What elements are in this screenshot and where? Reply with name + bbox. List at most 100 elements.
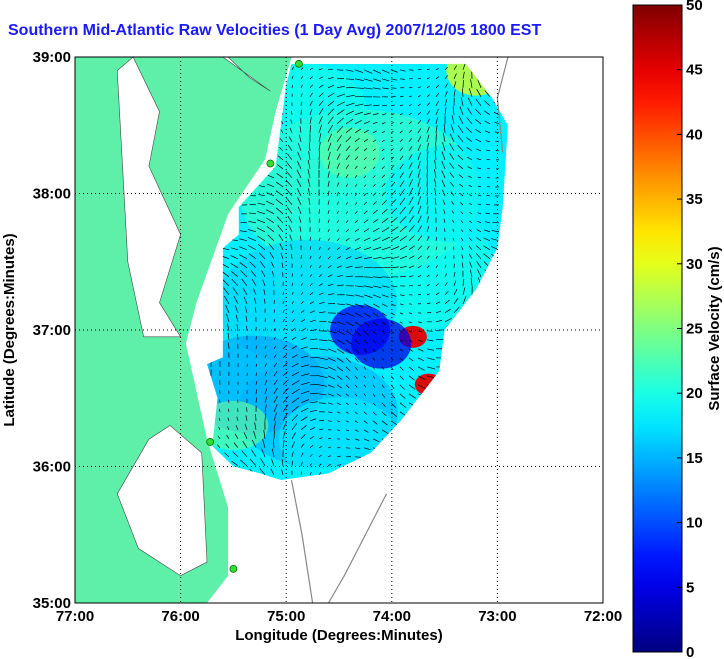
velocity-arrow <box>243 432 248 439</box>
velocity-arrow <box>372 375 375 379</box>
velocity-arrow <box>270 261 275 268</box>
radar-site-marker <box>206 438 215 446</box>
velocity-arrow <box>354 103 364 107</box>
velocity-arrow <box>234 305 239 313</box>
velocity-arrow <box>354 120 362 125</box>
velocity-arrow <box>300 373 310 377</box>
velocity-arrow <box>231 460 239 467</box>
velocity-arrow <box>417 77 422 80</box>
velocity-arrow <box>287 144 293 152</box>
velocity-arrow <box>381 148 385 152</box>
velocity-arrow <box>390 198 397 206</box>
velocity-arrow <box>287 215 293 224</box>
velocity-arrow <box>297 197 302 205</box>
velocity-arrow <box>372 227 380 233</box>
velocity-arrow <box>288 136 293 142</box>
velocity-arrow <box>308 142 311 151</box>
velocity-arrow <box>450 124 455 133</box>
velocity-arrow <box>363 276 373 278</box>
velocity-arrow <box>282 291 285 295</box>
velocity-arrow <box>345 102 355 107</box>
velocity-arrow <box>452 106 455 115</box>
velocity-arrow <box>230 247 239 251</box>
velocity-arrow <box>372 411 377 416</box>
velocity-arrow <box>363 330 369 336</box>
colorbar-tick-label: 15 <box>686 450 703 467</box>
velocity-arrow <box>300 355 309 359</box>
velocity-arrow <box>318 124 323 133</box>
velocity-arrow <box>372 78 382 82</box>
velocity-arrow <box>336 411 341 414</box>
velocity-arrow <box>435 116 439 124</box>
velocity-arrow <box>318 116 323 124</box>
velocity-arrow <box>381 357 384 361</box>
velocity-arrow <box>444 107 447 115</box>
x-tick-label: 75:00 <box>267 608 305 625</box>
velocity-arrow <box>275 181 284 188</box>
velocity-arrow <box>426 68 430 71</box>
velocity-arrow <box>417 136 422 142</box>
velocity-arrow <box>390 256 400 260</box>
velocity-arrow <box>280 252 284 259</box>
velocity-arrow <box>426 348 435 351</box>
velocity-arrow <box>309 347 319 350</box>
velocity-arrow <box>441 151 446 160</box>
velocity-arrow <box>345 393 350 397</box>
velocity-arrow <box>435 76 440 80</box>
velocity-arrow <box>345 321 354 327</box>
velocity-arrow <box>281 469 284 475</box>
velocity-arrow <box>390 207 398 215</box>
velocity-arrow <box>460 229 464 233</box>
velocity-arrow <box>238 246 248 251</box>
velocity-arrow <box>434 150 437 160</box>
velocity-arrow <box>336 366 344 372</box>
velocity-arrow <box>298 216 302 223</box>
velocity-arrow <box>300 471 303 475</box>
velocity-arrow <box>233 442 239 449</box>
velocity-arrow <box>318 84 324 89</box>
velocity-arrow <box>372 348 376 353</box>
y-tick-label: 39:00 <box>33 49 71 66</box>
velocity-arrow <box>345 69 354 72</box>
velocity-arrow <box>336 101 345 107</box>
velocity-arrow <box>354 111 363 116</box>
velocity-arrow <box>246 407 248 412</box>
velocity-arrow <box>336 265 342 269</box>
velocity-arrow <box>354 312 363 318</box>
velocity-arrow <box>217 444 221 449</box>
velocity-arrow <box>449 133 455 142</box>
velocity-arrow <box>318 437 323 440</box>
velocity-arrow <box>327 68 333 71</box>
velocity-arrow <box>381 330 386 334</box>
velocity-arrow <box>484 229 491 233</box>
velocity-arrow <box>390 366 394 370</box>
velocity-arrow <box>309 418 317 422</box>
velocity-arrow <box>226 313 230 322</box>
velocity-arrow <box>291 310 295 314</box>
velocity-arrow <box>242 441 248 449</box>
velocity-arrow <box>296 178 302 187</box>
velocity-arrow <box>399 294 405 296</box>
colorbar-tick-label: 25 <box>686 321 703 338</box>
velocity-arrow <box>381 246 391 251</box>
velocity-arrow <box>372 201 377 206</box>
velocity-arrow <box>282 387 289 395</box>
velocity-arrow <box>244 306 248 313</box>
velocity-arrow <box>444 290 449 296</box>
velocity-arrow <box>363 228 370 233</box>
velocity-arrow <box>327 348 337 353</box>
velocity-arrow <box>372 246 382 251</box>
velocity-arrow <box>235 425 239 430</box>
velocity-arrow <box>227 332 230 340</box>
velocity-arrow <box>273 309 276 313</box>
velocity-arrow <box>336 247 341 251</box>
velocity-arrow <box>273 379 278 386</box>
velocity-arrow <box>327 116 334 125</box>
velocity-arrow <box>278 146 284 152</box>
velocity-arrow <box>399 139 403 143</box>
velocity-arrow <box>345 127 353 134</box>
velocity-arrow <box>271 448 275 457</box>
velocity-arrow <box>399 147 404 152</box>
velocity-arrow <box>417 128 422 134</box>
